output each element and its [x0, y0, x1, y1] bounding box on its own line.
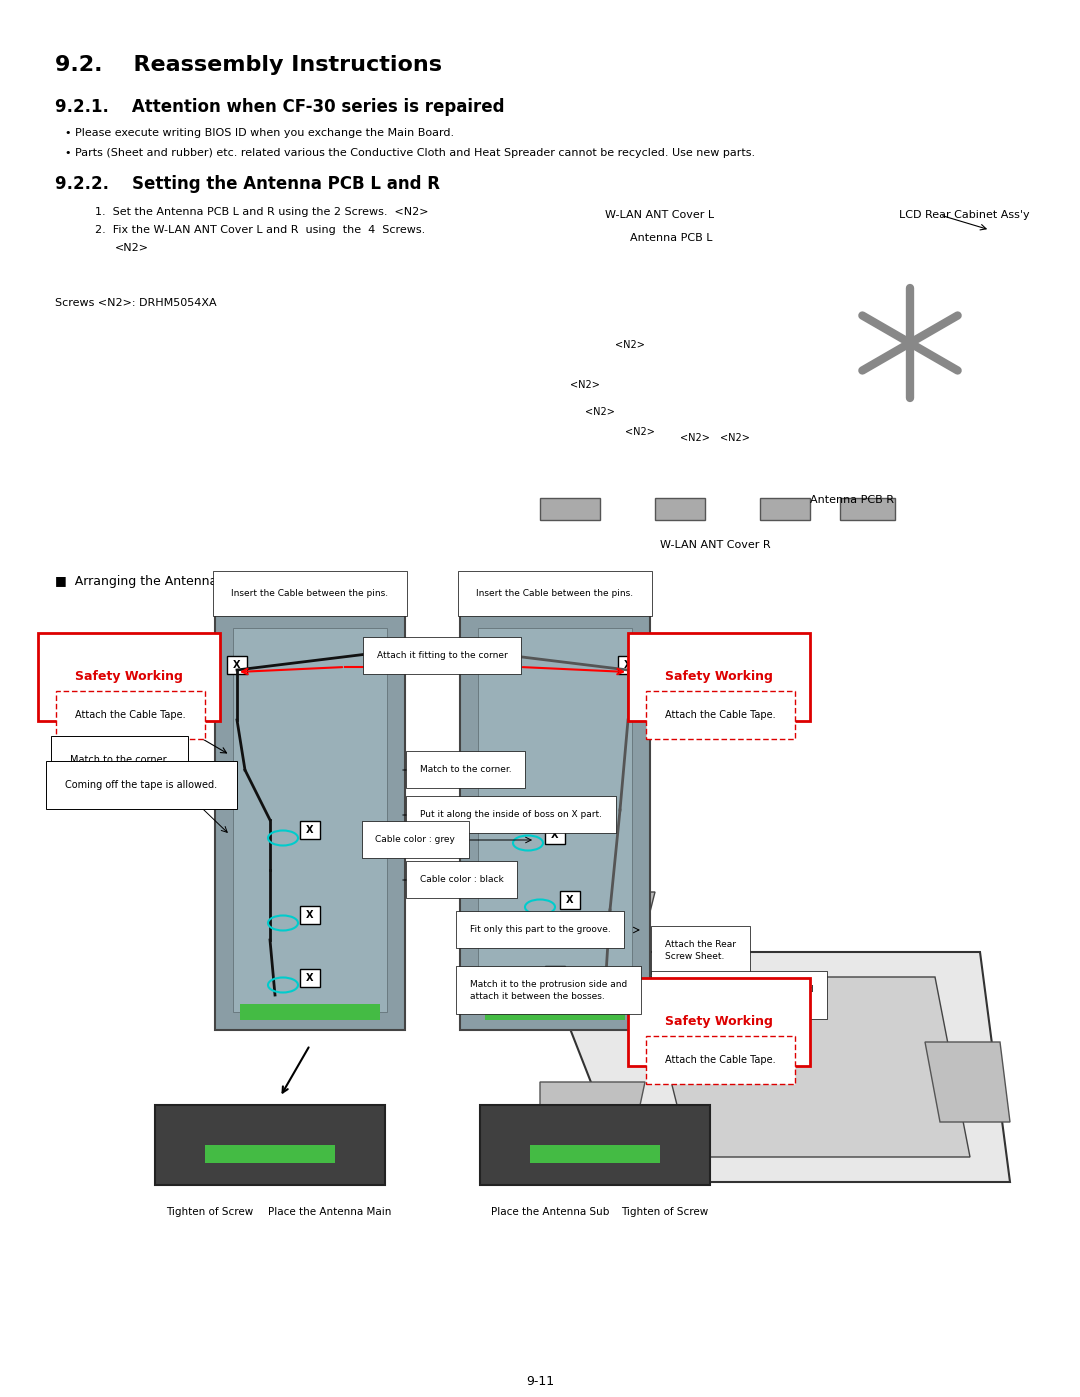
- Text: 9.2.    Reassembly Instructions: 9.2. Reassembly Instructions: [55, 54, 442, 75]
- FancyBboxPatch shape: [545, 826, 565, 844]
- Text: Antenna PCB R: Antenna PCB R: [810, 495, 894, 504]
- Text: • Please execute writing BIOS ID when you exchange the Main Board.: • Please execute writing BIOS ID when yo…: [65, 129, 454, 138]
- Text: X: X: [307, 826, 314, 835]
- Text: Tighten of Screw: Tighten of Screw: [621, 1207, 708, 1217]
- Text: X: X: [566, 895, 573, 905]
- Text: <N2>: <N2>: [585, 407, 615, 416]
- Text: Match it to the protrusion side and
attach it between the bosses.: Match it to the protrusion side and atta…: [470, 981, 627, 1000]
- Text: <N2>: <N2>: [720, 433, 750, 443]
- Text: 2.  Fix the W-LAN ANT Cover L and R  using  the  4  Screws.: 2. Fix the W-LAN ANT Cover L and R using…: [95, 225, 426, 235]
- Text: Attach the Rear
Screw Sheet.: Attach the Rear Screw Sheet.: [665, 940, 735, 961]
- FancyBboxPatch shape: [300, 970, 320, 988]
- Text: Cable color : black: Cable color : black: [420, 875, 503, 884]
- Text: Safety Working: Safety Working: [665, 1016, 773, 1028]
- Text: Tighten of Screw: Tighten of Screw: [166, 1207, 254, 1217]
- Text: ■  Arranging the Antenna L and R Cables: ■ Arranging the Antenna L and R Cables: [55, 576, 314, 588]
- FancyBboxPatch shape: [618, 657, 638, 673]
- FancyBboxPatch shape: [561, 891, 580, 909]
- Text: X: X: [551, 830, 558, 840]
- Text: 9-11: 9-11: [526, 1375, 554, 1389]
- FancyBboxPatch shape: [480, 1105, 710, 1185]
- FancyBboxPatch shape: [540, 497, 600, 520]
- FancyBboxPatch shape: [478, 629, 632, 1011]
- Polygon shape: [540, 951, 1010, 1182]
- Text: X: X: [233, 659, 241, 671]
- Text: • Parts (Sheet and rubber) etc. related various the Conductive Cloth and Heat Sp: • Parts (Sheet and rubber) etc. related …: [65, 148, 755, 158]
- Polygon shape: [519, 893, 654, 951]
- Text: <N2>: <N2>: [570, 380, 599, 390]
- FancyBboxPatch shape: [530, 1146, 660, 1162]
- FancyBboxPatch shape: [205, 1146, 335, 1162]
- Text: W-LAN ANT Cover R: W-LAN ANT Cover R: [660, 541, 771, 550]
- Text: Match to the corner.: Match to the corner.: [420, 766, 512, 774]
- Text: Attach it fitting to the corner: Attach it fitting to the corner: [377, 651, 508, 659]
- Text: Attach the Cable Tape.: Attach the Cable Tape.: [665, 710, 775, 719]
- Text: Coming off the tape is allowed.: Coming off the tape is allowed.: [65, 780, 217, 789]
- FancyBboxPatch shape: [485, 1004, 625, 1020]
- Text: Fit only this part to the groove.: Fit only this part to the groove.: [470, 925, 611, 935]
- Text: <N2>: <N2>: [615, 339, 645, 351]
- Text: Insert the Cable between the pins.: Insert the Cable between the pins.: [231, 590, 389, 598]
- Text: X: X: [551, 970, 558, 981]
- Text: Safety Working: Safety Working: [75, 671, 183, 683]
- Text: Cable color : grey: Cable color : grey: [375, 835, 455, 844]
- Text: Put it along the inside of boss on X part.: Put it along the inside of boss on X par…: [420, 810, 602, 819]
- Text: <N2>: <N2>: [114, 243, 149, 253]
- Text: Place the Antenna Main: Place the Antenna Main: [268, 1207, 392, 1217]
- Text: Attach the Cable Tape.: Attach the Cable Tape.: [665, 1055, 775, 1065]
- Text: W-LAN ANT Cover L: W-LAN ANT Cover L: [605, 210, 714, 219]
- Polygon shape: [924, 1042, 1010, 1122]
- FancyBboxPatch shape: [460, 610, 650, 1030]
- Text: X: X: [624, 659, 632, 671]
- FancyBboxPatch shape: [300, 907, 320, 923]
- Polygon shape: [645, 977, 970, 1157]
- Text: Antenna PCB L: Antenna PCB L: [630, 233, 713, 243]
- Text: Safety Working: Safety Working: [665, 671, 773, 683]
- FancyBboxPatch shape: [215, 610, 405, 1030]
- FancyBboxPatch shape: [227, 657, 247, 673]
- Text: Screws <N2>: DRHM5054XA: Screws <N2>: DRHM5054XA: [55, 298, 217, 307]
- FancyBboxPatch shape: [233, 629, 387, 1011]
- Text: X: X: [307, 972, 314, 983]
- FancyBboxPatch shape: [840, 497, 895, 520]
- Text: 1.  Set the Antenna PCB L and R using the 2 Screws.  <N2>: 1. Set the Antenna PCB L and R using the…: [95, 207, 429, 217]
- Text: Match it to the concave side and
attach it between the bosses.: Match it to the concave side and attach …: [665, 985, 813, 1006]
- Text: Insert the Cable between the pins.: Insert the Cable between the pins.: [476, 590, 634, 598]
- FancyBboxPatch shape: [654, 497, 705, 520]
- FancyBboxPatch shape: [300, 821, 320, 840]
- FancyBboxPatch shape: [240, 1004, 380, 1020]
- Polygon shape: [540, 1083, 645, 1153]
- Text: X: X: [307, 909, 314, 921]
- Text: Match to the corner.: Match to the corner.: [70, 754, 168, 766]
- Text: LCD Rear Cabinet Ass'y: LCD Rear Cabinet Ass'y: [900, 210, 1030, 219]
- FancyBboxPatch shape: [545, 965, 565, 983]
- FancyBboxPatch shape: [156, 1105, 384, 1185]
- Text: 9.2.1.    Attention when CF-30 series is repaired: 9.2.1. Attention when CF-30 series is re…: [55, 98, 504, 116]
- Text: <N2>: <N2>: [680, 433, 710, 443]
- Text: 9.2.2.    Setting the Antenna PCB L and R: 9.2.2. Setting the Antenna PCB L and R: [55, 175, 440, 193]
- Text: Place the Antenna Sub: Place the Antenna Sub: [490, 1207, 609, 1217]
- Text: <N2>: <N2>: [625, 427, 654, 437]
- FancyBboxPatch shape: [760, 497, 810, 520]
- Text: Attach the Cable Tape.: Attach the Cable Tape.: [75, 710, 186, 719]
